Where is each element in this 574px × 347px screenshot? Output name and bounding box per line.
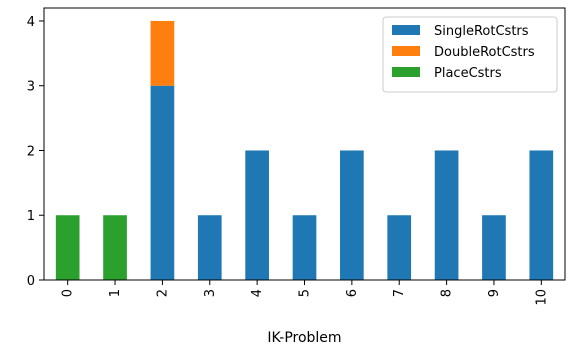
x-tick-label: 0 (61, 289, 76, 297)
x-tick-label: 1 (108, 289, 123, 297)
y-tick-label: 4 (27, 15, 35, 30)
x-tick-label: 3 (203, 289, 218, 297)
legend-label-placecstrs: PlaceCstrs (434, 66, 502, 81)
bar-singlerotcstrs-9 (482, 215, 506, 280)
x-tick-label: 9 (487, 289, 502, 297)
x-tick-label: 5 (298, 289, 313, 297)
bar-placecstrs-0 (55, 215, 80, 280)
y-tick-label: 2 (27, 144, 35, 159)
x-tick-label: 8 (440, 289, 455, 297)
y-tick-label: 0 (27, 274, 35, 289)
y-tick-label: 3 (27, 80, 35, 95)
bar-singlerotcstrs-8 (434, 150, 459, 280)
bars-group (55, 20, 554, 281)
bar-singlerotcstrs-10 (529, 150, 554, 280)
bar-singlerotcstrs-3 (197, 215, 222, 280)
bar-placecstrs-1 (103, 215, 127, 280)
legend-label-singlerotcstrs: SingleRotCstrs (434, 24, 529, 39)
y-tick-label: 1 (27, 209, 35, 224)
x-tick-label: 4 (250, 289, 265, 297)
legend-swatch-doublerotcstrs (392, 46, 420, 56)
bar-singlerotcstrs-5 (292, 215, 317, 280)
bar-doublerotcstrs-2 (150, 20, 175, 86)
legend-swatch-placecstrs (392, 67, 420, 77)
bar-singlerotcstrs-7 (387, 215, 412, 280)
x-tick-label: 7 (392, 289, 407, 297)
legend-label-doublerotcstrs: DoubleRotCstrs (434, 45, 535, 60)
x-axis-label: IK-Problem (267, 330, 341, 346)
bar-singlerotcstrs-6 (340, 150, 364, 280)
legend-swatch-singlerotcstrs (392, 25, 420, 35)
bar-singlerotcstrs-4 (245, 150, 269, 280)
x-tick-label: 6 (345, 289, 360, 297)
x-tick-label: 2 (155, 289, 170, 297)
x-tick-label: 10 (534, 289, 549, 306)
legend: SingleRotCstrs DoubleRotCstrs PlaceCstrs (382, 16, 558, 93)
legend-box (382, 16, 558, 93)
axes-group: 0 1 2 3 4 0 1 2 3 4 5 6 7 8 9 10 (27, 7, 566, 306)
bar-singlerotcstrs-2 (150, 85, 175, 281)
